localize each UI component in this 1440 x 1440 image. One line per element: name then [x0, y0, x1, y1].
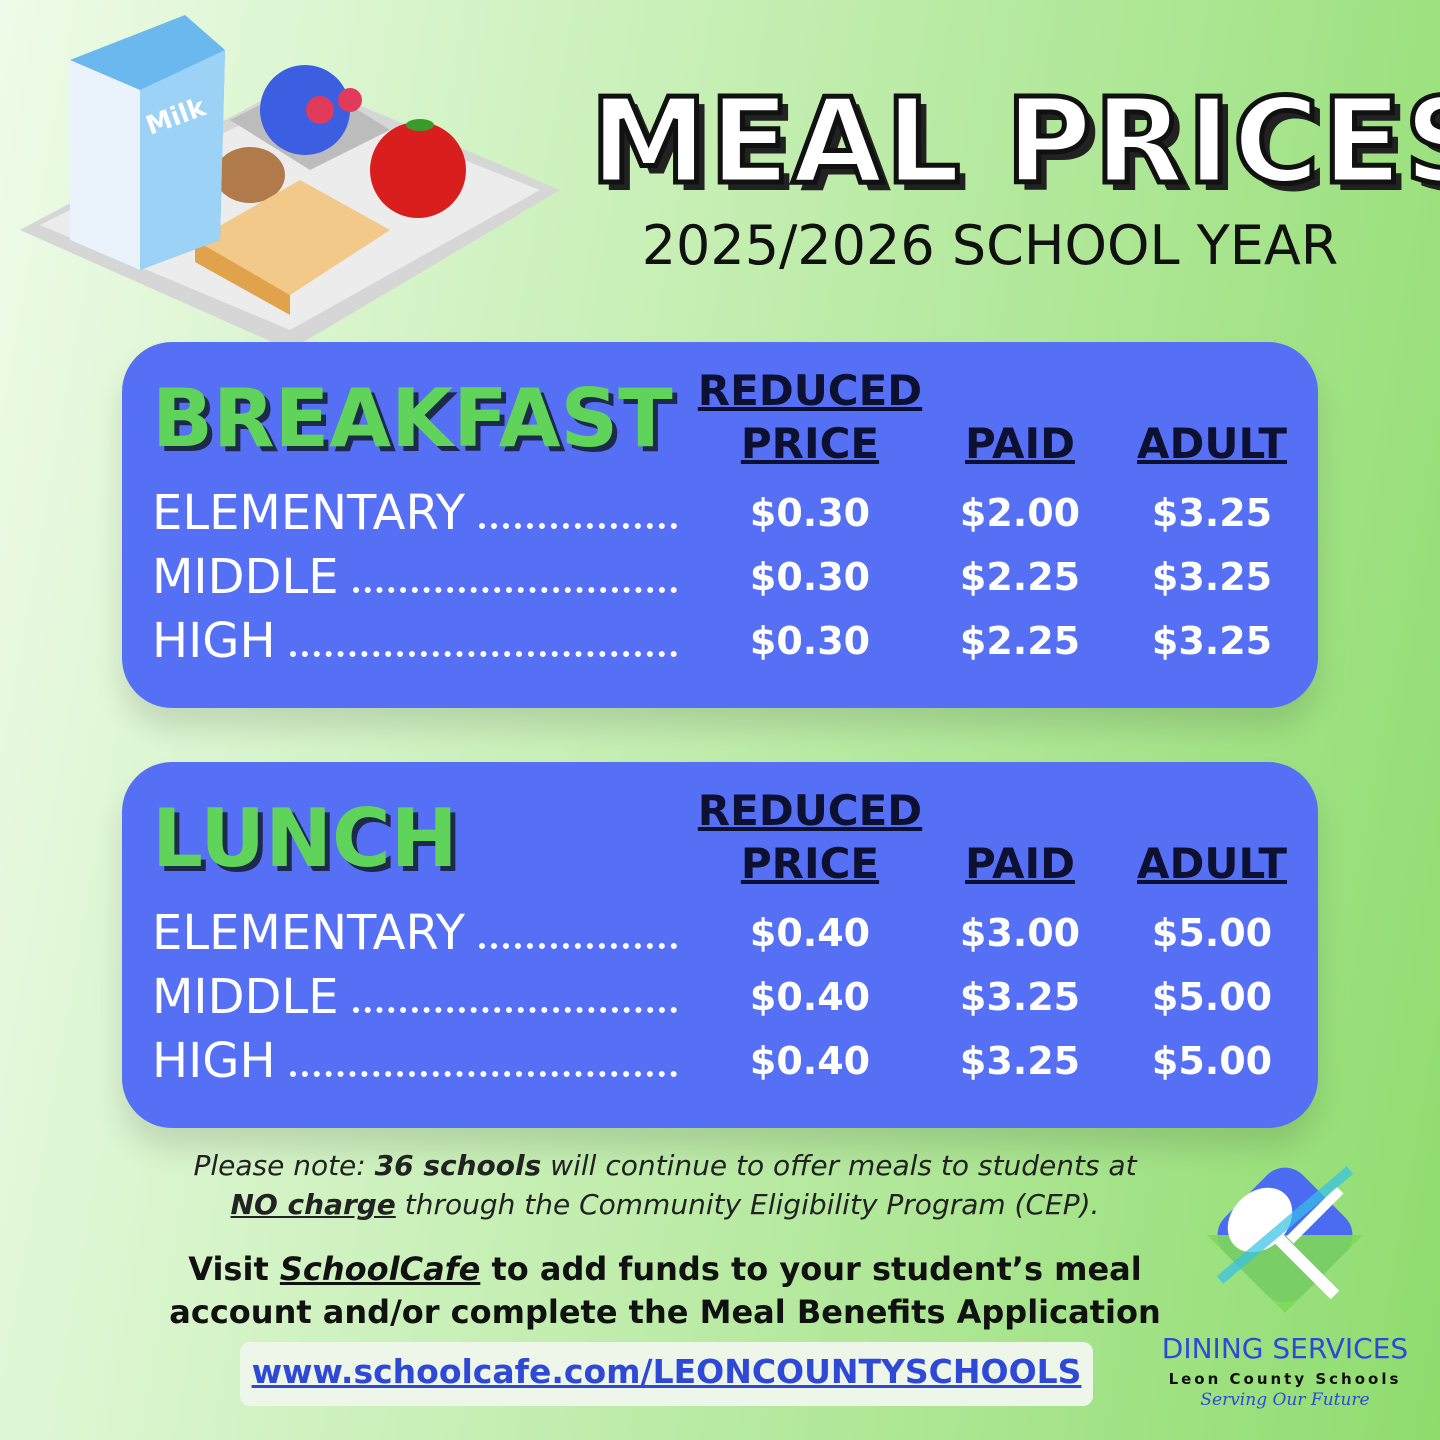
- price: $5.00: [1151, 911, 1273, 955]
- lunch-panel: LUNCH REDUCED PRICE PAID ADULT ELEMENTARY $0.…: [122, 762, 1318, 1128]
- column-header: PAID: [900, 417, 1140, 470]
- column-header: ADULT: [1092, 417, 1332, 470]
- price: $3.25: [959, 1039, 1081, 1083]
- row-label-text: ELEMENTARY: [152, 485, 466, 541]
- dot-leader: [289, 1071, 677, 1077]
- column-header-text: PAID: [965, 839, 1075, 888]
- price: $5.00: [1151, 1039, 1273, 1083]
- row-label: MIDDLE: [152, 969, 677, 1025]
- visit-part: to add funds to your student’s meal acco…: [169, 1250, 1161, 1331]
- dot-leader: [479, 523, 677, 529]
- url-link[interactable]: www.schoolcafe.com/LEONCOUNTYSCHOOLS: [251, 1352, 1082, 1391]
- price: $0.40: [749, 911, 871, 955]
- price: $2.25: [959, 619, 1081, 663]
- note-bold: NO charge: [230, 1188, 396, 1221]
- note-bold: 36 schools: [374, 1149, 542, 1182]
- logo-name: DINING SERVICES: [1161, 1332, 1409, 1365]
- row-label-text: HIGH: [152, 1033, 276, 1089]
- note: Please note: 36 schools will continue to…: [150, 1146, 1180, 1224]
- row-label-text: ELEMENTARY: [152, 905, 466, 961]
- dot-leader: [289, 651, 677, 657]
- price: $0.40: [749, 975, 871, 1019]
- schoolcafe-link[interactable]: SchoolCafe: [279, 1250, 481, 1288]
- price: $3.25: [1151, 619, 1273, 663]
- logo-icon: [1207, 1166, 1363, 1313]
- column-header-text: REDUCED PRICE: [697, 366, 923, 468]
- column-header-text: ADULT: [1137, 839, 1287, 888]
- dot-leader: [352, 587, 677, 593]
- price: $3.25: [1151, 491, 1273, 535]
- tray-illustration: Milk: [20, 15, 560, 350]
- note-text: will continue to offer meals to students…: [541, 1149, 1137, 1182]
- price: $0.30: [749, 619, 871, 663]
- column-header-text: REDUCED PRICE: [697, 786, 923, 888]
- url-box: [240, 1342, 1093, 1406]
- price: $2.00: [959, 491, 1081, 535]
- visit-part: Visit: [188, 1250, 280, 1288]
- column-header: REDUCED PRICE: [690, 364, 930, 470]
- row-label: ELEMENTARY: [152, 485, 677, 541]
- table-title: LUNCH: [152, 792, 458, 885]
- column-header: REDUCED PRICE: [690, 784, 930, 890]
- row-label: MIDDLE: [152, 549, 677, 605]
- price: $2.25: [959, 555, 1081, 599]
- price: $5.00: [1151, 975, 1273, 1019]
- price: $3.00: [959, 911, 1081, 955]
- visit-text: Visit SchoolCafe to add funds to your st…: [150, 1248, 1180, 1334]
- row-label: HIGH: [152, 1033, 677, 1089]
- title: MEAL PRICES: [588, 70, 1440, 213]
- row-label: HIGH: [152, 613, 677, 669]
- column-header-text: PAID: [965, 419, 1075, 468]
- note-text: through the Community Eligibility Progra…: [395, 1188, 1100, 1221]
- note-text: Please note:: [193, 1149, 375, 1182]
- price: $0.40: [749, 1039, 871, 1083]
- column-header: PAID: [900, 837, 1140, 890]
- logo-tagline: Serving Our Future: [1200, 1390, 1370, 1410]
- row-label-text: MIDDLE: [152, 969, 339, 1025]
- breakfast-panel: BREAKFAST REDUCED PRICE PAID ADULT ELEMENTAR…: [122, 342, 1318, 708]
- price: $0.30: [749, 555, 871, 599]
- column-header-text: ADULT: [1137, 419, 1287, 468]
- column-header: ADULT: [1092, 837, 1332, 890]
- row-label-text: HIGH: [152, 613, 276, 669]
- row-label: ELEMENTARY: [152, 905, 677, 961]
- table-title: BREAKFAST: [152, 372, 673, 465]
- price: $0.30: [749, 491, 871, 535]
- price: $3.25: [959, 975, 1081, 1019]
- subtitle: 2025/2026 SCHOOL YEAR: [641, 214, 1339, 277]
- dot-leader: [352, 1007, 677, 1013]
- price: $3.25: [1151, 555, 1273, 599]
- dot-leader: [479, 943, 677, 949]
- row-label-text: MIDDLE: [152, 549, 339, 605]
- logo-org: Leon County Schools: [1168, 1370, 1402, 1388]
